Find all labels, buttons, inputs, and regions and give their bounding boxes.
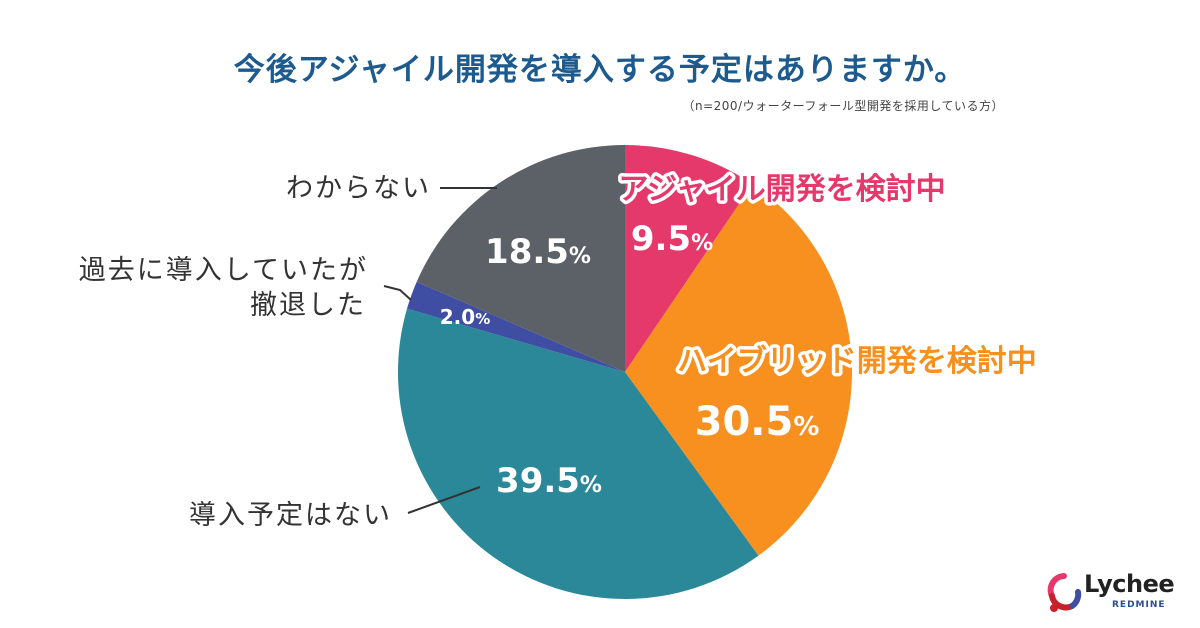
pct-tettai-sym: % bbox=[475, 310, 490, 328]
pct-agile: 9.5% bbox=[631, 219, 713, 259]
pct-donyu-yotei-nashi: 39.5% bbox=[496, 461, 602, 501]
pct-agile-num: 9.5 bbox=[631, 219, 691, 259]
pct-donyu-sym: % bbox=[580, 473, 602, 498]
pct-hybrid-sym: % bbox=[793, 412, 819, 442]
label-donyu-yotei-nashi: 導入予定はない bbox=[189, 500, 392, 531]
label-wakaranai: わからない bbox=[286, 173, 431, 204]
slice-tettai bbox=[407, 281, 625, 372]
slice-donyu-yotei-nashi bbox=[397, 308, 759, 600]
pct-hybrid: 30.5% bbox=[695, 399, 820, 445]
pct-tettai-num: 2.0 bbox=[440, 305, 475, 329]
label-hybrid: ハイブリッド開発を検討中 bbox=[677, 344, 1036, 379]
label-agile: アジャイル開発を検討中 bbox=[618, 172, 945, 207]
label-kako-donyu-line2: 撤退した bbox=[250, 290, 366, 321]
pct-tettai: 2.0% bbox=[440, 305, 490, 329]
lychee-redmine-logo: Lychee REDMINE bbox=[1046, 570, 1186, 616]
chart-title: 今後アジャイル開発を導入する予定はありますか。 bbox=[233, 52, 967, 88]
label-kako-donyu-line1: 過去に導入していたが bbox=[79, 255, 368, 286]
pct-donyu-num: 39.5 bbox=[496, 461, 580, 501]
pct-wakaranai-num: 18.5 bbox=[485, 232, 569, 272]
logo-subtitle: REDMINE bbox=[1112, 600, 1166, 610]
leader-line-tettai bbox=[383, 285, 412, 301]
pct-hybrid-num: 30.5 bbox=[695, 399, 794, 445]
lychee-logo-icon bbox=[1047, 573, 1082, 612]
slice-hybrid bbox=[625, 184, 853, 556]
slice-wakaranai bbox=[416, 145, 625, 372]
pct-agile-sym: % bbox=[691, 231, 713, 256]
pct-wakaranai-sym: % bbox=[569, 244, 591, 269]
logo-name: Lychee bbox=[1084, 570, 1175, 598]
sample-note: （n=200/ウォーターフォール型開発を採用している方） bbox=[682, 99, 1004, 113]
slice-agile bbox=[625, 145, 753, 372]
leader-line-donyu-yotei-nashi bbox=[407, 486, 481, 514]
pct-wakaranai: 18.5% bbox=[485, 232, 591, 272]
